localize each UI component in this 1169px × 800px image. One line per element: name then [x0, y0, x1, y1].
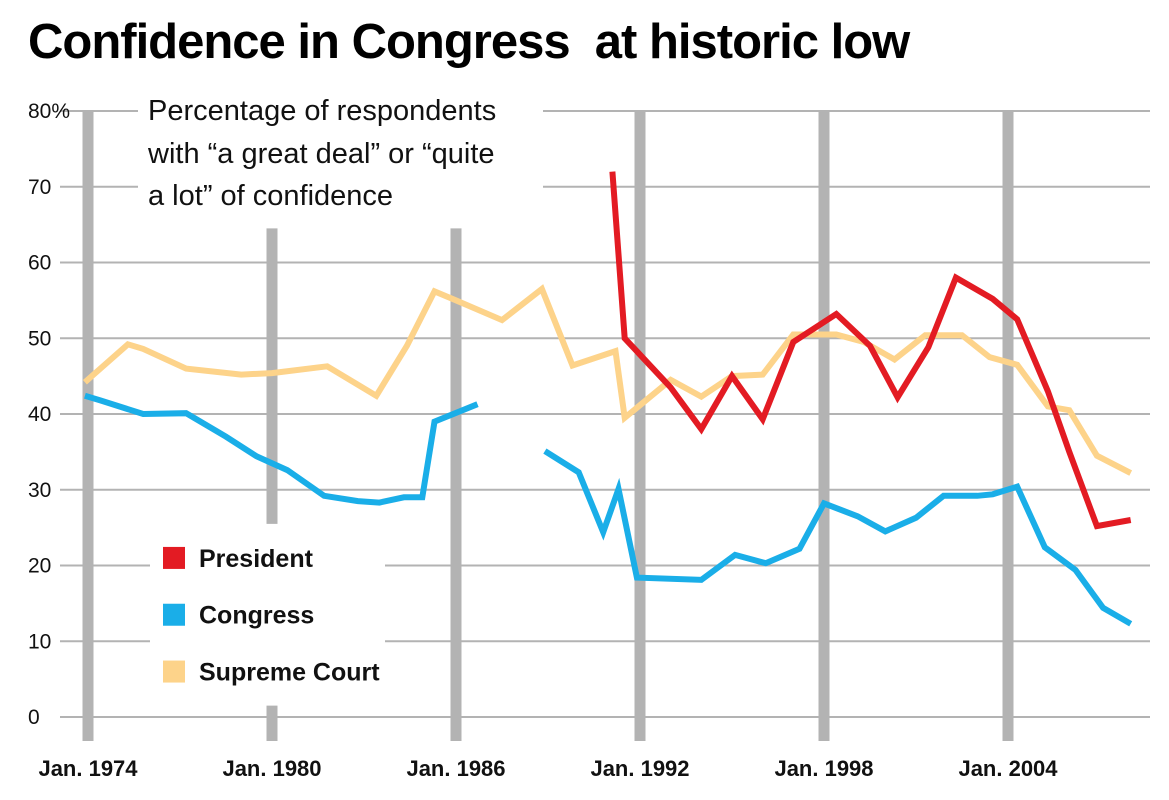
x-tick-label: Jan. 1980	[222, 756, 321, 781]
x-tick-label: Jan. 1992	[590, 756, 689, 781]
x-tick-label: Jan. 2004	[958, 756, 1058, 781]
y-tick-label: 40	[28, 403, 51, 426]
legend-swatch-congress	[163, 603, 185, 626]
y-tick-label: 70	[28, 176, 51, 199]
data-series	[82, 171, 1133, 627]
y-tick-label: 0	[28, 706, 40, 729]
subtitle-background	[138, 88, 543, 216]
supreme-court-line	[82, 284, 1133, 476]
president-line	[609, 171, 1132, 530]
y-tick-label: 20	[28, 555, 51, 578]
x-tick-label: Jan. 1998	[774, 756, 873, 781]
y-tick-label: 30	[28, 479, 51, 502]
legend-swatch-supreme-court	[163, 660, 185, 683]
legend: President Congress Supreme Court	[163, 545, 380, 687]
legend-label-president: President	[199, 545, 314, 573]
x-axis-ticks: Jan. 1974 Jan. 1980 Jan. 1986 Jan. 1992 Jan.…	[38, 756, 1058, 781]
subtitle-line-1: Percentage of respondents	[148, 95, 496, 127]
chart-title: Confidence in Congress at historic low	[28, 15, 910, 69]
y-tick-label: 60	[28, 252, 51, 275]
y-tick-label: 50	[28, 327, 51, 350]
legend-label-supreme-court: Supreme Court	[199, 659, 380, 687]
legend-background	[150, 525, 385, 695]
year-marker-bars	[82, 111, 1014, 741]
y-axis-ticks: 80% 70 60 50 40 30 20 10 0	[28, 100, 70, 729]
x-tick-label: Jan. 1974	[38, 756, 138, 781]
legend-label-congress: Congress	[199, 602, 314, 630]
congress-line	[543, 448, 1133, 627]
legend-swatch-president	[163, 546, 185, 569]
subtitle-line-3: a lot” of confidence	[148, 180, 393, 212]
x-tick-label: Jan. 1986	[406, 756, 505, 781]
y-tick-label: 80%	[28, 100, 70, 123]
y-tick-label: 10	[28, 630, 51, 653]
subtitle-line-2: with “a great deal” or “quite	[147, 138, 495, 170]
congress-line	[84, 392, 479, 506]
